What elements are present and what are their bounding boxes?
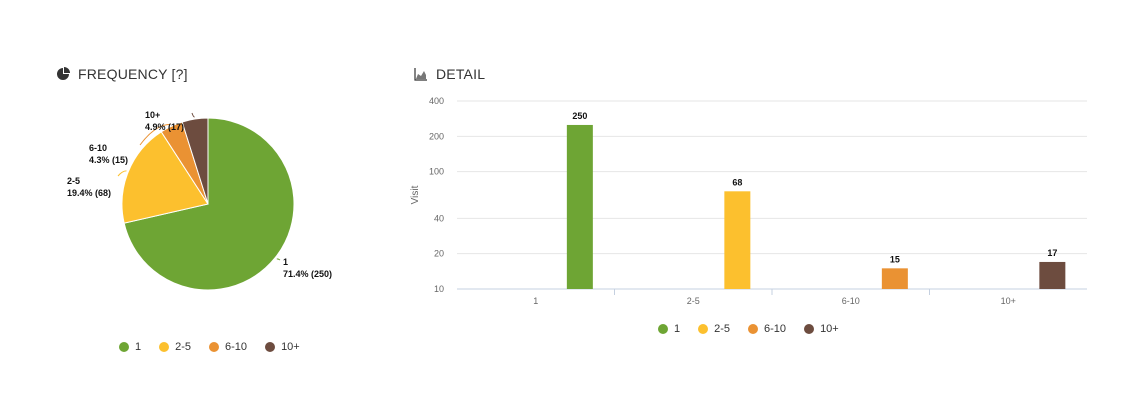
bar-2-5[interactable] (724, 191, 751, 289)
pie-leader-line-6-10 (139, 123, 171, 146)
y-tick-label: 400 (429, 96, 444, 106)
x-tick-label-6-10: 6-10 (842, 296, 860, 306)
x-tick-label-1: 1 (533, 296, 538, 306)
pie-slice-2-5[interactable] (121, 131, 209, 224)
frequency-legend: 1 2-5 6-10 10+ (119, 341, 300, 353)
detail-panel-title: DETAIL (414, 66, 485, 82)
pie-label-name-1: 1 (283, 257, 288, 267)
frequency-panel-title: FREQUENCY [?] (56, 66, 188, 82)
pie-label-name-10+: 10+ (145, 110, 160, 120)
pie-label-value-1: 71.4% (250) (283, 269, 332, 279)
detail-legend: 1 2-5 6-10 10+ (658, 323, 839, 335)
pie-label-value-10+: 4.9% (17) (145, 122, 184, 132)
y-tick-label: 10 (434, 284, 444, 294)
detail-legend-item-6-10[interactable]: 6-10 (748, 323, 786, 335)
detail-title-text: DETAIL (436, 66, 486, 82)
bar-6-10[interactable] (881, 268, 908, 289)
frequency-pie-chart: 1 71.4% (250) 2-5 19.4% (68) 6-10 4.3% (15) 10… (67, 110, 332, 291)
frequency-legend-item-2-5[interactable]: 2-5 (159, 341, 191, 353)
pie-label-name-2-5: 2-5 (67, 176, 80, 186)
bar-value-label-6-10: 15 (890, 254, 900, 264)
frequency-legend-item-1[interactable]: 1 (119, 341, 141, 353)
legend-marker (698, 324, 709, 334)
y-tick-label: 200 (429, 131, 444, 141)
pie-slice-1[interactable] (123, 117, 295, 291)
pie-leader-line-1 (276, 258, 281, 261)
frequency-legend-item-10+[interactable]: 10+ (265, 341, 300, 353)
frequency-legend-item-6-10[interactable]: 6-10 (209, 341, 247, 353)
legend-label: 10+ (281, 341, 300, 353)
detail-legend-item-2-5[interactable]: 2-5 (698, 323, 730, 335)
legend-marker (265, 342, 276, 352)
legend-marker (159, 342, 170, 352)
bar-10+[interactable] (1039, 261, 1066, 289)
pie-leader-line-2-5 (117, 170, 127, 177)
legend-label: 10+ (820, 323, 839, 335)
x-tick-label-10+: 10+ (1001, 296, 1016, 306)
pie-label-value-6-10: 4.3% (15) (89, 155, 128, 165)
detail-legend-item-1[interactable]: 1 (658, 323, 680, 335)
bar-value-label-2-5: 68 (732, 177, 742, 187)
y-axis-label: Visit (410, 185, 421, 204)
detail-legend-item-10+[interactable]: 10+ (804, 323, 839, 335)
y-tick-label: 100 (429, 167, 444, 177)
area-chart-icon (414, 68, 427, 81)
pie-leader-line-10+ (191, 112, 195, 118)
y-tick-label: 40 (434, 213, 444, 223)
pie-slice-10+[interactable] (181, 117, 209, 205)
pie-label-value-2-5: 19.4% (68) (67, 188, 111, 198)
x-tick-label-2-5: 2-5 (687, 296, 700, 306)
legend-marker (119, 342, 129, 352)
legend-marker (658, 324, 668, 334)
legend-marker (748, 324, 759, 334)
bar-value-label-10+: 17 (1047, 248, 1057, 258)
legend-label: 1 (674, 323, 681, 335)
legend-label: 6-10 (225, 341, 248, 353)
legend-label: 6-10 (764, 323, 787, 335)
legend-label: 2-5 (714, 323, 731, 335)
detail-bar-chart: 10 20 40 100 200 400 Visit 250 1 68 2-5 15 6-10 17 10+ (410, 96, 1087, 306)
pie-label-name-6-10: 6-10 (89, 143, 107, 153)
legend-label: 2-5 (175, 341, 192, 353)
bar-value-label-1: 250 (572, 111, 587, 121)
legend-marker (804, 324, 815, 334)
bar-1[interactable] (566, 124, 593, 289)
y-tick-label: 20 (434, 249, 444, 259)
legend-label: 1 (135, 341, 142, 353)
frequency-title-text: FREQUENCY [?] (78, 66, 188, 82)
legend-marker (209, 342, 220, 352)
pie-chart-icon (57, 67, 70, 80)
